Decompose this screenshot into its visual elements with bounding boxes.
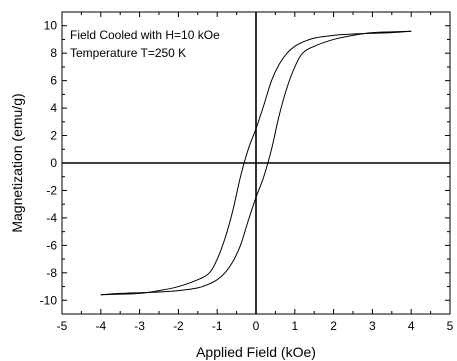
annotation-field-cooled: Field Cooled with H=10 kOe — [70, 28, 220, 42]
y-tick-label: 0 — [50, 156, 57, 170]
x-tick-label: 0 — [253, 319, 260, 333]
y-tick-label: -2 — [46, 183, 57, 197]
y-tick-label: 2 — [50, 129, 57, 143]
x-tick-label: -3 — [134, 319, 145, 333]
x-axis-title: Applied Field (kOe) — [196, 344, 316, 360]
x-tick-label: -2 — [173, 319, 184, 333]
y-tick-label: 6 — [50, 74, 57, 88]
x-tick-label: 1 — [291, 319, 298, 333]
series-line-0 — [100, 30, 412, 296]
y-tick-label: 10 — [44, 19, 58, 33]
y-tick-label: -8 — [46, 266, 57, 280]
y-tick-label: -10 — [40, 293, 58, 307]
series-line-1 — [100, 30, 412, 296]
x-tick-label: 3 — [369, 319, 376, 333]
y-tick-label: 4 — [50, 101, 57, 115]
y-axis-title: Magnetization (emu/g) — [9, 93, 25, 232]
zero-lines-group — [62, 12, 450, 314]
annotation-temperature: Temperature T=250 K — [70, 46, 186, 60]
y-tick-label: -6 — [46, 238, 57, 252]
plot-frame — [61, 11, 451, 315]
x-tick-label: -4 — [95, 319, 106, 333]
x-tick-label: 4 — [408, 319, 415, 333]
series-group — [100, 30, 412, 296]
x-tick-label: -5 — [57, 319, 68, 333]
y-tick-label: 8 — [50, 46, 57, 60]
x-tick-label: -1 — [212, 319, 223, 333]
y-tick-label: -4 — [46, 211, 57, 225]
x-tick-label: 5 — [447, 319, 454, 333]
x-tick-label: 2 — [330, 319, 337, 333]
